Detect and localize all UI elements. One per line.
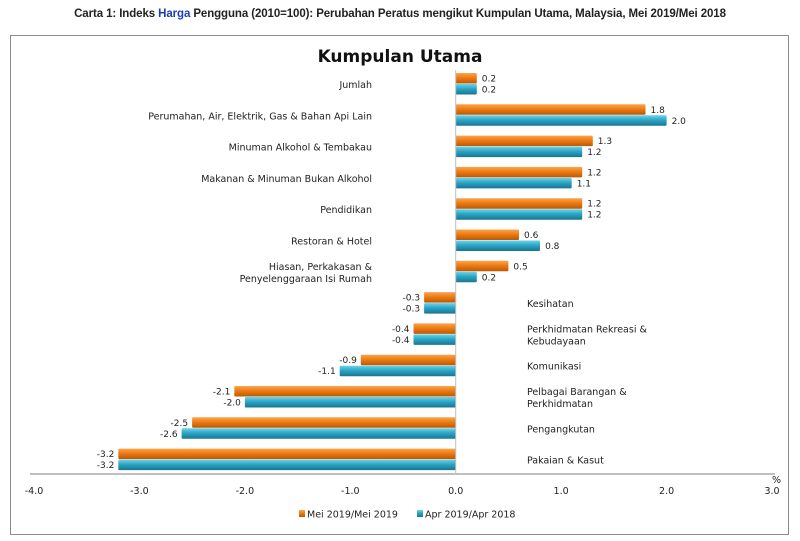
- bar-mei-2019: [455, 260, 509, 272]
- bar-mei-2019: [360, 354, 456, 366]
- bar-mei-2019: [192, 417, 456, 428]
- bar-apr-2019: [181, 428, 456, 439]
- bar-apr-2019: [339, 365, 456, 377]
- value-label: 1.1: [577, 179, 591, 189]
- caption-prefix: Carta 1: Indeks: [74, 8, 159, 20]
- x-tick-label: 2.0: [659, 486, 674, 497]
- x-tick-label: -1.0: [341, 486, 360, 497]
- bar-mei-2019: [413, 323, 456, 334]
- value-label: -2.1: [213, 388, 231, 398]
- bar-apr-2019: [455, 209, 583, 220]
- bar-apr-2019: [455, 84, 477, 95]
- bar-apr-2019: [413, 334, 456, 345]
- category-label: Pelbagai Barangan & Perkhidmatan: [527, 387, 627, 410]
- x-tick-label: -4.0: [25, 486, 44, 497]
- bar-apr-2019: [118, 459, 456, 471]
- category-label: Pengangkutan: [527, 424, 595, 435]
- bar-mei-2019: [455, 198, 583, 209]
- bar-mei-2019: [455, 135, 593, 147]
- legend-label: Apr 2019/Apr 2018: [425, 510, 515, 521]
- bar-mei-2019: [455, 104, 646, 115]
- legend-item-0[interactable]: Mei 2019/Mei 2019: [299, 510, 398, 521]
- legend-swatch: [417, 510, 423, 517]
- value-label: -3.2: [97, 461, 115, 471]
- value-label: -0.4: [392, 325, 410, 335]
- category-label: Perkhidmatan Rekreasi & Kebudayaan: [527, 324, 647, 347]
- value-label: 0.6: [524, 231, 539, 241]
- category-label: Kesihatan: [527, 299, 574, 310]
- legend-label: Mei 2019/Mei 2019: [307, 510, 398, 521]
- value-label: -2.6: [160, 430, 178, 440]
- legend-item-1[interactable]: Apr 2019/Apr 2018: [417, 510, 515, 521]
- value-label: -2.0: [223, 399, 241, 409]
- bar-apr-2019: [244, 397, 456, 408]
- value-label: -3.2: [97, 450, 115, 460]
- value-label: -0.3: [403, 294, 421, 304]
- category-label: Pendidikan: [320, 205, 372, 216]
- value-label: 2.0: [672, 117, 687, 127]
- value-label: -2.5: [171, 419, 189, 429]
- category-label: Minuman Alkohol & Tembakau: [229, 143, 372, 154]
- value-label: 1.2: [587, 200, 601, 210]
- category-label: Perumahan, Air, Elektrik, Gas & Bahan Ap…: [148, 111, 372, 122]
- bar-apr-2019: [455, 240, 540, 251]
- chart-title: Kumpulan Utama: [318, 47, 483, 67]
- bar-mei-2019: [424, 292, 456, 303]
- value-label: 1.2: [587, 148, 601, 158]
- value-label: 0.2: [482, 75, 496, 85]
- bar-apr-2019: [424, 303, 456, 314]
- value-label: 0.8: [545, 242, 560, 252]
- value-label: 0.2: [482, 86, 496, 96]
- value-label: -1.1: [318, 367, 336, 377]
- caption-suffix: Pengguna (2010=100): Perubahan Peratus m…: [190, 8, 726, 20]
- value-label: 0.5: [513, 262, 527, 272]
- chart-caption: Carta 1: Indeks Harga Pengguna (2010=100…: [0, 8, 800, 20]
- bars-layer: [118, 70, 667, 474]
- bar-mei-2019: [234, 386, 456, 397]
- x-axis: -4.0 -3.0 -2.0 -1.0 0.0 1.0 2.0 3.0%: [25, 473, 781, 497]
- bar-apr-2019: [455, 177, 572, 189]
- bar-apr-2019: [455, 146, 583, 158]
- value-label: 1.3: [598, 137, 612, 147]
- bar-apr-2019: [455, 115, 667, 126]
- bar-apr-2019: [455, 271, 477, 283]
- value-label: -0.3: [403, 305, 421, 315]
- x-tick-label: -2.0: [236, 486, 255, 497]
- x-axis-unit-label: %: [772, 475, 781, 486]
- x-tick-label: 1.0: [554, 486, 569, 497]
- value-label: 0.2: [482, 273, 496, 283]
- category-label: Jumlah: [338, 80, 372, 91]
- legend-swatch: [299, 510, 305, 517]
- value-label: -0.9: [339, 356, 357, 366]
- caption-highlight-link[interactable]: Harga: [158, 8, 191, 20]
- value-label: -0.4: [392, 336, 410, 346]
- x-tick-label: -3.0: [130, 486, 149, 497]
- category-label: Restoran & Hotel: [291, 237, 372, 248]
- category-label: Pakaian & Kasut: [527, 456, 604, 467]
- x-tick-label: 3.0: [764, 486, 779, 497]
- bar-mei-2019: [118, 448, 456, 460]
- value-label: 1.2: [587, 168, 601, 178]
- category-label: Hiasan, Perkakasan & Penyelenggaraan Isi …: [240, 262, 373, 285]
- category-label: Komunikasi: [527, 362, 581, 373]
- x-tick-label: 0.0: [448, 486, 463, 497]
- bar-mei-2019: [455, 73, 477, 84]
- value-label: 1.8: [651, 106, 666, 116]
- value-label: 1.2: [587, 211, 601, 221]
- category-label: Makanan & Minuman Bukan Alkohol: [201, 174, 372, 185]
- legend: Mei 2019/Mei 2019 Apr 2019/Apr 2018: [299, 510, 515, 521]
- bar-mei-2019: [455, 166, 583, 178]
- bar-mei-2019: [455, 229, 519, 240]
